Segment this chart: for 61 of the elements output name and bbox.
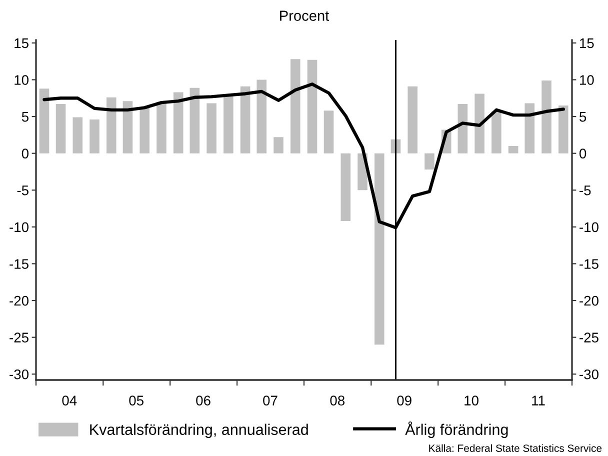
- legend-label: Kvartalsförändring, annualiserad: [90, 424, 308, 438]
- y-tick-label: -5: [17, 186, 28, 196]
- bar: [542, 80, 552, 154]
- bar: [224, 96, 234, 154]
- x-tick-label: 09: [397, 396, 412, 406]
- y2-tick-label: -15: [580, 259, 598, 269]
- bar: [424, 153, 434, 170]
- y-tick-label: 10: [14, 75, 29, 85]
- bar: [458, 104, 468, 154]
- bar: [374, 153, 384, 345]
- bar: [206, 103, 216, 154]
- x-tick-label: 04: [62, 396, 77, 406]
- x-tick-label: 05: [129, 396, 144, 406]
- bar: [90, 119, 100, 154]
- bar: [240, 86, 250, 154]
- y-tick-label: 5: [22, 112, 28, 122]
- bar: [340, 153, 351, 222]
- y-tick-label: -25: [10, 332, 28, 342]
- bar: [524, 103, 535, 154]
- text: Källa: Federal State Statistics Service: [429, 444, 602, 452]
- x-tick-label: 11: [532, 396, 545, 406]
- y2-tick-label: 15: [580, 38, 594, 48]
- bar: [474, 94, 484, 154]
- bar: [256, 80, 267, 154]
- bar: [508, 146, 518, 154]
- y2-tick-label: -5: [580, 186, 591, 196]
- y-tick-label: -30: [10, 369, 29, 380]
- x-tick-label: 06: [196, 396, 210, 406]
- y2-tick-label: -10: [580, 222, 598, 232]
- bar: [106, 97, 116, 154]
- y2-tick-label: 0: [579, 148, 586, 159]
- y2-tick-label: 10: [580, 75, 594, 85]
- bar: [274, 137, 284, 154]
- y-tick-label: -10: [10, 222, 29, 232]
- bar: [492, 111, 502, 154]
- y2-tick-label: -20: [580, 296, 598, 306]
- x-tick-label: 07: [263, 396, 278, 406]
- bar: [290, 59, 300, 154]
- bar: [324, 110, 334, 154]
- y-tick-label: -15: [10, 259, 28, 269]
- x-tick-label: 10: [464, 396, 478, 406]
- y2-tick-label: 5: [580, 112, 586, 122]
- bar: [408, 86, 418, 154]
- chart-subtitle: Procent: [280, 10, 330, 21]
- y-tick-label: -20: [10, 296, 29, 306]
- bar: [173, 92, 184, 154]
- y-tick-label: 15: [14, 38, 28, 48]
- bar: [140, 108, 150, 154]
- bar: [190, 88, 200, 154]
- bar: [558, 106, 568, 154]
- legend-label: Årlig förändring: [405, 421, 508, 438]
- bar: [56, 104, 66, 154]
- y-tick-label: 0: [22, 148, 29, 159]
- y2-tick-label: -30: [580, 369, 598, 380]
- bar: [307, 60, 318, 154]
- bar: [39, 88, 50, 154]
- bar: [122, 101, 133, 154]
- bar: [156, 102, 166, 154]
- x-tick-label: 08: [330, 396, 345, 406]
- y2-tick-label: -25: [580, 332, 598, 342]
- bar: [72, 117, 83, 154]
